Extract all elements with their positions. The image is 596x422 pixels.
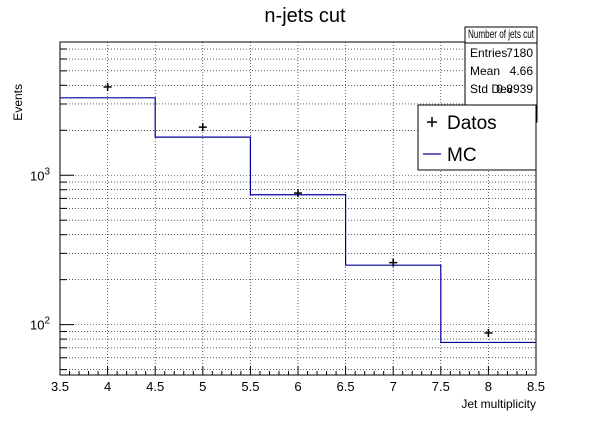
grid-layer [60,42,536,375]
stats-mean-label: Mean [470,64,500,78]
legend-label-datos: Datos [447,113,497,134]
x-tick-label: 8 [485,379,492,394]
y-tick-label: 103 [30,166,50,183]
y-tick-labels: 102 103 [30,166,50,332]
x-tick-label: 6 [294,379,301,394]
stats-entries-value: 7180 [506,46,533,60]
x-tick-label: 7 [390,379,397,394]
data-point [389,258,398,267]
ticks-layer [59,48,537,375]
data-point [103,82,112,91]
y-tick-label: 102 [30,316,50,333]
x-axis-title: Jet multiplicity [461,397,536,411]
stats-box-title: Number of jets cut [468,27,534,41]
data-point [484,328,493,337]
stats-stddev-label: Std Dev [470,82,513,96]
y-axis-title: Events [11,84,25,121]
x-tick-label: 8.5 [527,379,545,394]
data-points [103,82,493,337]
data-point [294,189,302,198]
legend: Datos MC [417,104,537,171]
x-tick-label: 6.5 [337,379,355,394]
x-tick-label: 7.5 [432,379,450,394]
legend-marker-datos [427,117,437,127]
stats-stddev-value: 0.8939 [496,82,533,96]
x-tick-label: 5.5 [241,379,259,394]
legend-frame [417,104,537,171]
x-tick-label: 5 [199,379,206,394]
x-tick-label: 4.5 [146,379,164,394]
x-tick-label: 4 [104,379,111,394]
x-tick-labels: 3.5 4 4.5 5 5.5 6 6.5 7 7.5 8 8.5 [51,379,545,394]
data-point [198,123,207,132]
stats-mean-value: 4.66 [510,64,534,78]
x-tick-label: 3.5 [51,379,69,394]
stats-entries-label: Entries [470,46,507,60]
chart-title: n-jets cut [264,5,346,27]
legend-label-mc: MC [447,145,477,166]
